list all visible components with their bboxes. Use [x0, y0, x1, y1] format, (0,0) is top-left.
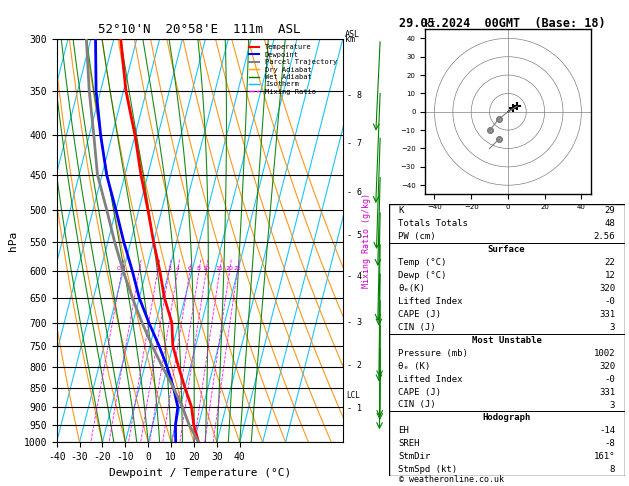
Text: 2.56: 2.56 [594, 232, 615, 241]
Title: 52°10'N  20°58'E  111m  ASL: 52°10'N 20°58'E 111m ASL [99, 23, 301, 36]
Text: 25: 25 [233, 266, 242, 271]
Text: 3: 3 [610, 400, 615, 410]
Text: 0.5: 0.5 [117, 266, 126, 271]
Text: SREH: SREH [398, 439, 420, 449]
Text: © weatheronline.co.uk: © weatheronline.co.uk [399, 474, 504, 484]
Text: CIN (J): CIN (J) [398, 323, 436, 332]
Text: 8: 8 [610, 465, 615, 474]
Text: 320: 320 [599, 284, 615, 293]
Text: 331: 331 [599, 310, 615, 319]
Text: Pressure (mb): Pressure (mb) [398, 348, 468, 358]
Text: 22: 22 [604, 258, 615, 267]
Text: K: K [398, 206, 404, 215]
Text: EH: EH [398, 426, 409, 435]
Text: 2: 2 [155, 266, 160, 271]
Text: 10: 10 [203, 266, 210, 271]
Text: 20: 20 [226, 266, 233, 271]
Text: 12: 12 [604, 271, 615, 280]
Y-axis label: hPa: hPa [8, 230, 18, 251]
Text: 1002: 1002 [594, 348, 615, 358]
Text: -8: -8 [604, 439, 615, 449]
Text: - 3: - 3 [347, 318, 362, 327]
Text: -0: -0 [604, 375, 615, 383]
Text: - 8: - 8 [347, 91, 362, 100]
Text: 1: 1 [137, 266, 141, 271]
Text: 48: 48 [604, 219, 615, 228]
Text: Lifted Index: Lifted Index [398, 375, 463, 383]
Text: - 4: - 4 [347, 272, 362, 281]
Text: CIN (J): CIN (J) [398, 400, 436, 410]
Text: - 7: - 7 [347, 139, 362, 148]
Text: θₑ(K): θₑ(K) [398, 284, 425, 293]
Text: θₑ (K): θₑ (K) [398, 362, 430, 371]
Text: -14: -14 [599, 426, 615, 435]
Text: 3: 3 [167, 266, 171, 271]
Text: - 6: - 6 [347, 189, 362, 197]
Text: Mixing Ratio (g/kg): Mixing Ratio (g/kg) [362, 193, 371, 288]
Text: CAPE (J): CAPE (J) [398, 387, 441, 397]
Text: Dewp (°C): Dewp (°C) [398, 271, 447, 280]
Text: 8: 8 [197, 266, 201, 271]
Text: StmDir: StmDir [398, 452, 430, 461]
Text: Lifted Index: Lifted Index [398, 297, 463, 306]
Text: Totals Totals: Totals Totals [398, 219, 468, 228]
Text: 4: 4 [175, 266, 179, 271]
Text: 331: 331 [599, 387, 615, 397]
Text: 161°: 161° [594, 452, 615, 461]
Text: Most Unstable: Most Unstable [472, 336, 542, 345]
Text: 15: 15 [216, 266, 223, 271]
Text: 320: 320 [599, 362, 615, 371]
Text: Hodograph: Hodograph [482, 414, 531, 422]
Text: - 5: - 5 [347, 231, 362, 240]
Text: kt: kt [425, 19, 437, 29]
Text: CAPE (J): CAPE (J) [398, 310, 441, 319]
Legend: Temperature, Dewpoint, Parcel Trajectory, Dry Adiabat, Wet Adiabat, Isotherm, Mi: Temperature, Dewpoint, Parcel Trajectory… [247, 42, 339, 97]
Text: - 2: - 2 [347, 361, 362, 370]
Text: 29.05.2024  00GMT  (Base: 18): 29.05.2024 00GMT (Base: 18) [399, 17, 606, 30]
X-axis label: Dewpoint / Temperature (°C): Dewpoint / Temperature (°C) [109, 468, 291, 478]
Text: 6: 6 [188, 266, 192, 271]
Text: PW (cm): PW (cm) [398, 232, 436, 241]
Text: -0: -0 [604, 297, 615, 306]
Text: 29: 29 [604, 206, 615, 215]
Text: ASL: ASL [345, 30, 360, 39]
Text: - 1: - 1 [347, 404, 362, 413]
Text: km: km [345, 35, 355, 44]
Text: StmSpd (kt): StmSpd (kt) [398, 465, 457, 474]
Text: Surface: Surface [488, 245, 525, 254]
Text: LCL: LCL [347, 391, 360, 400]
Text: Temp (°C): Temp (°C) [398, 258, 447, 267]
Text: 3: 3 [610, 323, 615, 332]
